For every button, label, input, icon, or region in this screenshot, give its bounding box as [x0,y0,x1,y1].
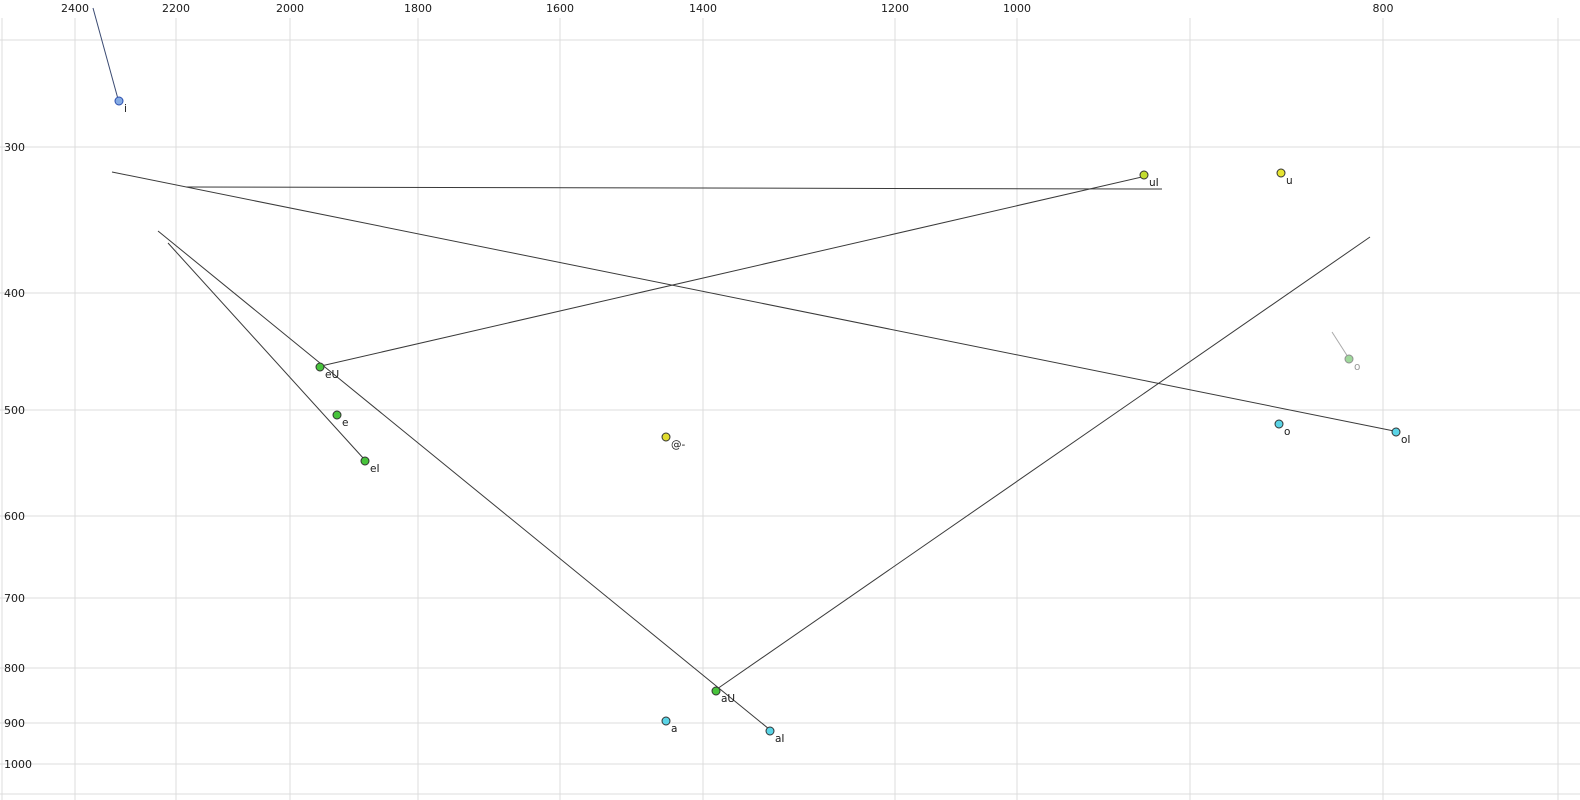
vowel-point-label-oI: oI [1401,434,1411,446]
y-axis-tick-label: 700 [4,592,25,605]
vowel-point-e[interactable] [332,410,342,420]
vowel-point-label-e: e [342,417,348,429]
vowel-point-aI[interactable] [765,726,775,736]
y-axis-tick-label: 1000 [4,758,32,771]
y-axis-tick-label: 500 [4,404,25,417]
vowel-point-label-o-faded: o [1354,361,1360,373]
vowel-point-i[interactable] [114,96,124,106]
y-axis-tick-label: 400 [4,287,25,300]
vowel-point-oI[interactable] [1391,427,1401,437]
x-axis-tick-label: 2000 [276,2,304,15]
vowel-point-a[interactable] [661,716,671,726]
vowel-point-eU[interactable] [315,362,325,372]
x-axis-tick-label: 1800 [404,2,432,15]
aI-trajectory-line [157,230,770,730]
y-axis-tick-label: 300 [4,141,25,154]
y-axis-tick-label: 600 [4,510,25,523]
aU-trajectory-line [716,236,1371,690]
x-axis-tick-label: 2400 [61,2,89,15]
x-axis-tick-label: 1200 [881,2,909,15]
uI-trajectory-line [185,186,1163,190]
x-axis-tick-label: 800 [1373,2,1394,15]
x-axis-tick-label: 2200 [162,2,190,15]
x-axis-tick-label: 1000 [1003,2,1031,15]
x-axis-tick-label: 1400 [689,2,717,15]
vowel-point-label-u: u [1286,175,1293,187]
vowel-point-label-uI: uI [1149,177,1159,189]
y-axis-tick-label: 900 [4,717,25,730]
vowel-point-label-i: i [124,103,127,115]
vowel-point-label-eI: eI [370,463,380,475]
vowel-point-uI[interactable] [1139,170,1149,180]
eI-trajectory-line [167,242,365,460]
vowel-point-aU[interactable] [711,686,721,696]
vowel-point-u[interactable] [1276,168,1286,178]
vowel-point-label-o: o [1284,426,1290,438]
vowel-point-eI[interactable] [360,456,370,466]
vowel-point-label-aI: aI [775,733,785,745]
vowel-point-schwa[interactable] [661,432,671,442]
eU-trajectory-line [320,175,1147,367]
vowel-point-label-eU: eU [325,369,339,381]
oI-trajectory-line [111,171,1395,432]
vowel-point-label-a: a [671,723,677,735]
i-trajectory-line [92,7,119,100]
vowel-point-o[interactable] [1274,419,1284,429]
y-axis-tick-label: 800 [4,662,25,675]
o-faded-trajectory-line [1331,331,1349,358]
vowel-point-label-aU: aU [721,693,735,705]
vowel-point-o-faded[interactable] [1344,354,1354,364]
vowel-point-label-schwa: @- [671,439,686,451]
x-axis-tick-label: 1600 [546,2,574,15]
